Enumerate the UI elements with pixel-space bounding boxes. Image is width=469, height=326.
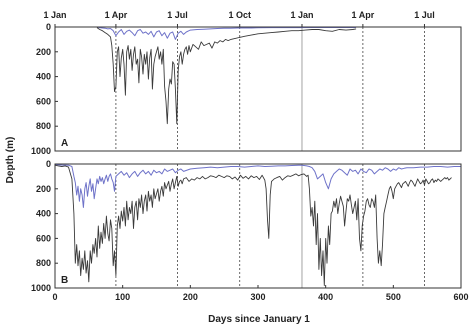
y-tick-label: 200	[36, 47, 51, 57]
top-date-tick-label: 1 Apr	[352, 10, 375, 20]
x-tick-label: 400	[318, 292, 333, 302]
top-date-axis: 1 Jan 1 Apr 1 Jul 1 Oct 1 Jan 1 Apr 1 Jul	[43, 10, 435, 27]
panel-b: 0 200 400 600 800 1000 B	[31, 159, 462, 293]
y-tick-label: 400	[36, 209, 51, 219]
blue-depth-series	[96, 26, 357, 40]
x-tick-label: 100	[115, 292, 130, 302]
panel-a: 0 200 400 600 800 1000 A	[31, 22, 462, 156]
x-axis-label: Days since January 1	[208, 314, 310, 325]
bottom-x-axis: 0 100 200 300 400 500 600	[52, 285, 469, 302]
y-tick-label: 200	[36, 184, 51, 194]
y-tick-label: 400	[36, 72, 51, 82]
y-tick-label: 1000	[31, 146, 51, 156]
panel-letter: B	[61, 275, 68, 286]
top-date-tick-label: 1 Jul	[167, 10, 188, 20]
y-tick-label: 800	[36, 121, 51, 131]
panel-letter: A	[61, 138, 68, 149]
black-depth-series	[96, 27, 357, 125]
y-tick-label: 1000	[31, 283, 51, 293]
x-tick-label: 500	[386, 292, 401, 302]
top-date-tick-label: 1 Jan	[43, 10, 66, 20]
black-depth-series	[54, 164, 452, 286]
y-tick-label: 0	[46, 159, 51, 169]
top-date-tick-label: 1 Jul	[414, 10, 435, 20]
x-tick-label: 0	[52, 292, 57, 302]
y-axis-label: Depth (m)	[5, 137, 16, 184]
panel-frame	[54, 26, 462, 152]
top-date-tick-label: 1 Apr	[105, 10, 128, 20]
top-date-tick-label: 1 Jan	[290, 10, 313, 20]
x-tick-label: 200	[183, 292, 198, 302]
blue-depth-series	[54, 164, 461, 208]
x-tick-label: 600	[453, 292, 468, 302]
y-tick-label: 800	[36, 258, 51, 268]
y-tick-label: 600	[36, 96, 51, 106]
y-tick-label: 0	[46, 22, 51, 32]
top-date-tick-label: 1 Oct	[228, 10, 251, 20]
y-tick-label: 600	[36, 233, 51, 243]
x-tick-label: 300	[250, 292, 265, 302]
